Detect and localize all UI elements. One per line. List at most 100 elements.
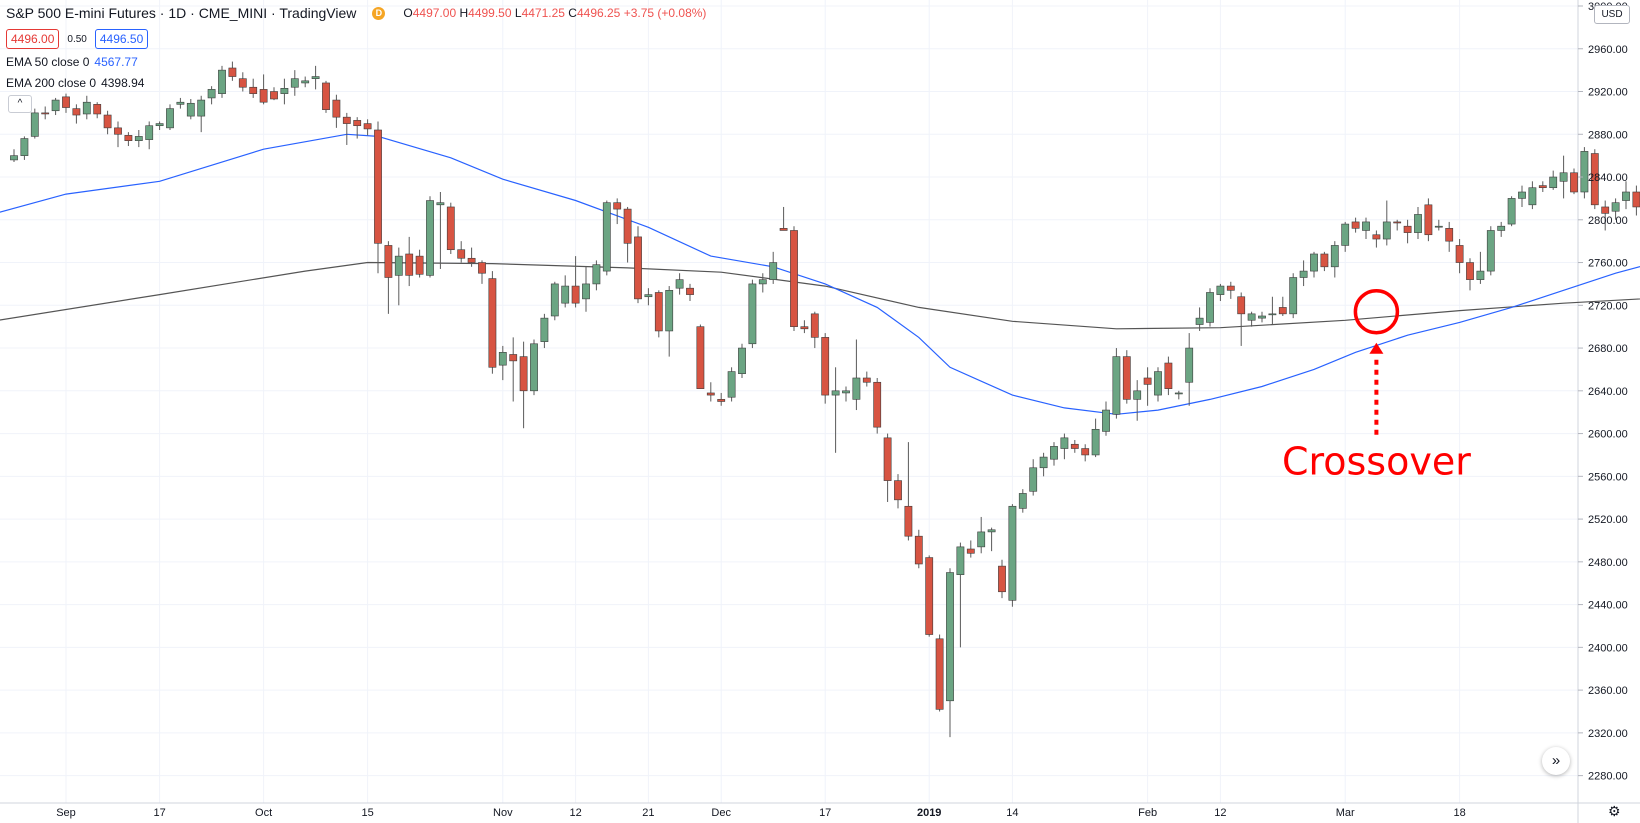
candle-body-up bbox=[166, 108, 174, 129]
currency-button[interactable]: USD bbox=[1594, 5, 1630, 24]
candle-body-up bbox=[1382, 221, 1391, 240]
candle-body-down bbox=[332, 99, 341, 118]
candle bbox=[1362, 217, 1370, 240]
candle bbox=[457, 241, 466, 263]
candle bbox=[706, 382, 715, 402]
low-label: L bbox=[514, 6, 522, 20]
candle bbox=[405, 236, 414, 287]
price-tick-label: 2560.00 bbox=[1588, 471, 1628, 483]
high-value: 4499.50 bbox=[468, 6, 512, 20]
candle bbox=[1330, 241, 1339, 278]
candle bbox=[675, 273, 684, 295]
candle-body-up bbox=[540, 317, 549, 342]
candle bbox=[1466, 258, 1474, 291]
candle bbox=[1528, 181, 1537, 210]
candle-body-down bbox=[488, 278, 497, 368]
candle-body-down bbox=[238, 78, 247, 88]
candle-body-down bbox=[1393, 221, 1402, 224]
candle-body-down bbox=[1320, 253, 1329, 268]
collapse-legend-icon[interactable]: ^ bbox=[8, 95, 32, 113]
price-tick-label: 2360.00 bbox=[1588, 685, 1628, 697]
candle bbox=[602, 200, 611, 276]
candle bbox=[571, 256, 580, 308]
delayed-data-icon[interactable]: D bbox=[372, 6, 386, 20]
candle bbox=[862, 371, 871, 387]
time-tick-label: Nov bbox=[493, 807, 513, 819]
scroll-to-realtime-icon[interactable]: » bbox=[1542, 747, 1570, 775]
price-tick-label: 2320.00 bbox=[1588, 728, 1628, 740]
ema50-legend[interactable]: EMA 50 close 0 4567.77 bbox=[6, 55, 138, 69]
candle-body-up bbox=[394, 255, 403, 276]
candle bbox=[842, 386, 850, 402]
candle bbox=[290, 70, 299, 96]
candle bbox=[280, 78, 289, 105]
candle bbox=[384, 241, 393, 314]
candle-body-down bbox=[1351, 221, 1360, 229]
candle bbox=[1050, 442, 1058, 466]
candle-body-up bbox=[311, 76, 320, 79]
candle-body-down bbox=[259, 89, 268, 103]
symbol-title[interactable]: S&P 500 E-mini Futures · 1D · CME_MINI ·… bbox=[6, 5, 357, 21]
candle-body-down bbox=[800, 326, 809, 330]
candle-body-up bbox=[1330, 245, 1339, 268]
time-tick-label: 12 bbox=[569, 807, 581, 819]
candle bbox=[467, 247, 476, 267]
candle bbox=[446, 202, 455, 254]
candle bbox=[301, 76, 310, 88]
candle-body-down bbox=[904, 505, 913, 537]
candle bbox=[831, 367, 840, 453]
time-tick-label: 12 bbox=[1214, 807, 1226, 819]
candle bbox=[93, 102, 102, 119]
candle bbox=[1559, 155, 1568, 199]
candle bbox=[394, 247, 403, 306]
candle bbox=[30, 108, 39, 139]
candle bbox=[1299, 260, 1308, 287]
candle-body-down bbox=[696, 326, 705, 389]
candle-body-up bbox=[1216, 285, 1225, 295]
candle bbox=[1570, 168, 1578, 195]
sell-price-button[interactable]: 4496.00 bbox=[6, 29, 60, 49]
candle-body-down bbox=[935, 638, 944, 710]
buy-price-button[interactable]: 4496.50 bbox=[94, 29, 149, 49]
ema200-legend[interactable]: EMA 200 close 0 4398.94 bbox=[6, 76, 144, 90]
candle bbox=[1424, 198, 1433, 242]
candle-body-up bbox=[1580, 151, 1589, 193]
candle-body-up bbox=[1559, 172, 1568, 182]
candle bbox=[561, 275, 570, 308]
candle bbox=[1393, 219, 1402, 231]
candle bbox=[1091, 418, 1100, 458]
candle bbox=[634, 226, 642, 304]
candle bbox=[1226, 281, 1235, 299]
candle-body-up bbox=[738, 347, 746, 375]
candle bbox=[946, 568, 954, 738]
candle-body-down bbox=[114, 127, 122, 135]
time-axis[interactable]: Sep 17 Oct 15 Nov 12 21 Dec 17 2019 14 Feb 12 Mar 18 bbox=[56, 807, 1466, 819]
price-axis[interactable]: 3000.002960.002920.002880.002840.002800.… bbox=[1578, 1, 1628, 783]
candle bbox=[1549, 170, 1558, 190]
candle bbox=[176, 97, 185, 109]
candle bbox=[1632, 185, 1640, 216]
candle-body-down bbox=[342, 116, 351, 124]
price-tick-label: 2480.00 bbox=[1588, 557, 1628, 569]
candle-body-down bbox=[228, 67, 237, 77]
candle bbox=[748, 279, 757, 349]
candle bbox=[51, 97, 60, 116]
candle-body-down bbox=[1601, 206, 1610, 214]
price-tick-label: 2640.00 bbox=[1588, 386, 1628, 398]
time-tick-label: 17 bbox=[819, 807, 831, 819]
time-tick-label: Mar bbox=[1336, 807, 1355, 819]
candle-body-up bbox=[665, 290, 674, 332]
candle bbox=[1247, 311, 1256, 327]
ema50-layer bbox=[0, 133, 1640, 415]
candle-body-down bbox=[1226, 285, 1235, 291]
candle bbox=[873, 377, 882, 434]
settings-gear-icon[interactable]: ⚙ bbox=[1608, 803, 1621, 819]
candle bbox=[1018, 489, 1027, 513]
candle bbox=[1029, 459, 1038, 496]
time-tick-label: Feb bbox=[1138, 807, 1157, 819]
candle-body-up bbox=[592, 264, 601, 285]
open-value: 4497.00 bbox=[412, 6, 457, 20]
candle-body-up bbox=[10, 155, 18, 161]
candle bbox=[342, 112, 351, 145]
